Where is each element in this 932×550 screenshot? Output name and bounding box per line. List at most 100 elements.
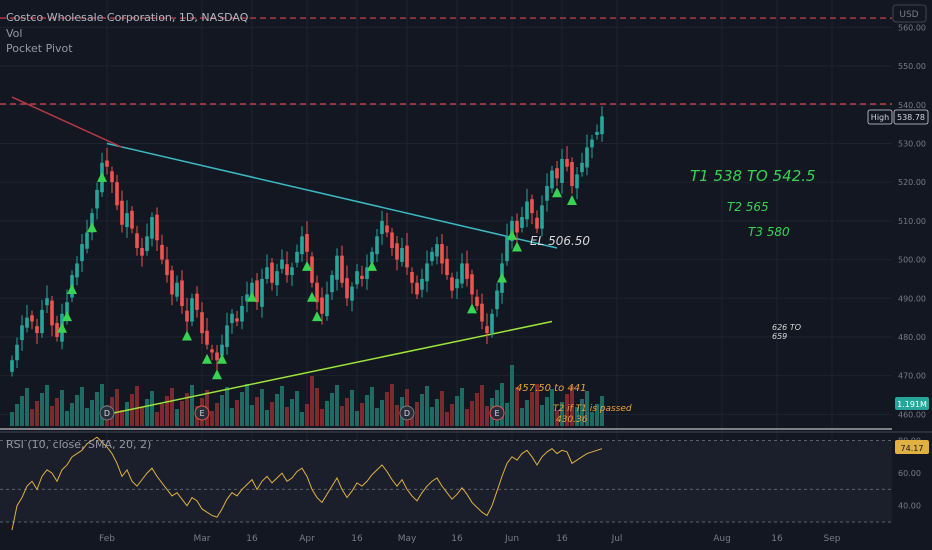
candle-body [475,296,479,307]
volume-bar [65,411,69,426]
high-label: High [871,113,889,122]
target-t2: T2 565 [727,200,769,214]
rsi-title[interactable]: RSI (10, close, SMA, 20, 2) [6,438,151,451]
candle-body [210,349,214,353]
candle-body [415,282,419,295]
candle-body [225,325,229,348]
volume-bar [590,412,594,426]
volume-bar [580,399,584,426]
pocket-pivot-marker [62,311,72,322]
volume-bar [100,384,104,426]
volume-bar [455,396,459,426]
candle-body [540,205,544,229]
volume-bar [115,389,119,426]
volume-bar [135,386,139,426]
volume-bar [550,389,554,426]
candle-body [285,264,289,276]
time-tick-label: May [398,534,417,544]
candle-body [590,139,594,148]
event-marker-D[interactable] [399,405,415,421]
price-axis[interactable]: 560.00 550.00 540.00 530.00 520.00 510.00 500.… [898,23,926,419]
indicator-vol-label[interactable]: Vol [6,27,22,40]
volume-bar [600,396,604,426]
volume-bar [380,400,384,426]
event-marker-E[interactable] [194,405,210,421]
candle-body [460,263,464,284]
volume-bar [235,400,239,426]
time-tick-label: Sep [824,534,841,544]
volume-bar [130,394,134,426]
event-marker-E[interactable] [489,405,505,421]
event-marker-label: D [104,409,110,418]
event-marker-D[interactable] [99,405,115,421]
candle-body [295,251,299,263]
candle-body [315,282,319,303]
candle-body [280,259,284,269]
price-tick-label: 540.00 [898,101,926,110]
volume-bar [180,401,184,426]
candle-body [15,344,19,361]
candle-body [105,160,109,167]
volume-bar [210,411,214,426]
candle-body [490,313,494,334]
candle-body [35,326,39,334]
trendline-green-support[interactable] [106,320,553,416]
volume-bar [560,402,564,426]
rsi-tick-label: 60.00 [898,469,921,478]
candle-body [320,297,324,314]
candles[interactable] [10,106,604,377]
volume-bar [330,393,334,426]
pocket-pivot-marker [97,171,107,182]
candle-body [450,277,454,291]
chart-title: Costco Wholesale Corporation, 1D, NASDAQ [6,11,249,24]
candle-body [40,309,44,334]
pocket-pivot-marker [67,284,77,295]
candle-body [445,258,449,276]
candle-body [20,325,24,341]
candle-body [410,271,414,283]
candle-body [520,217,524,228]
volume-bar [30,409,34,426]
orange-annotation-3: 430.36 [556,415,588,425]
volume-bar [305,404,309,426]
price-tick-label: 560.00 [898,23,926,32]
volume-bar [415,402,419,426]
pocket-pivot-marker [212,369,222,380]
candle-body [205,330,209,345]
candle-body [485,326,489,334]
candle-body [600,116,604,135]
candle-body [525,201,529,220]
time-axis[interactable]: Feb Mar 16 Apr 16 May 16 Jun 16 Jul Aug 16 Sep [99,534,841,544]
rsi-badge-value: 74.17 [901,444,924,453]
candle-body [125,213,129,228]
candle-body [260,278,264,307]
rsi-badge: 74.17 [895,440,929,454]
volume-bar [315,388,319,426]
trendline-red-extension[interactable] [11,96,123,149]
pocket-pivot-marker [367,260,377,271]
volume-bar [570,386,574,426]
candle-body [505,236,509,262]
currency-box[interactable] [892,4,927,23]
rsi-tick-label: 40.00 [898,502,921,511]
range-label-2: 659 [772,332,787,341]
volume-bar [290,399,294,426]
volume-bar [585,391,589,426]
orange-annotation-2: T2 if T1 is passed [553,404,632,414]
candle-body [235,318,239,322]
indicator-pocket-pivot-label[interactable]: Pocket Pivot [6,42,73,55]
candle-body [325,294,329,317]
volume-bar [165,396,169,426]
candle-body [480,303,484,322]
candle-body [170,270,174,295]
trendline-cyan-resistance[interactable] [106,142,558,249]
trendlines[interactable] [11,96,558,416]
candle-body [265,267,269,279]
volume-bar [325,401,329,426]
volume-bar [250,405,254,426]
candle-body [395,243,399,260]
volume-bar [150,391,154,426]
volume-bar [340,406,344,426]
